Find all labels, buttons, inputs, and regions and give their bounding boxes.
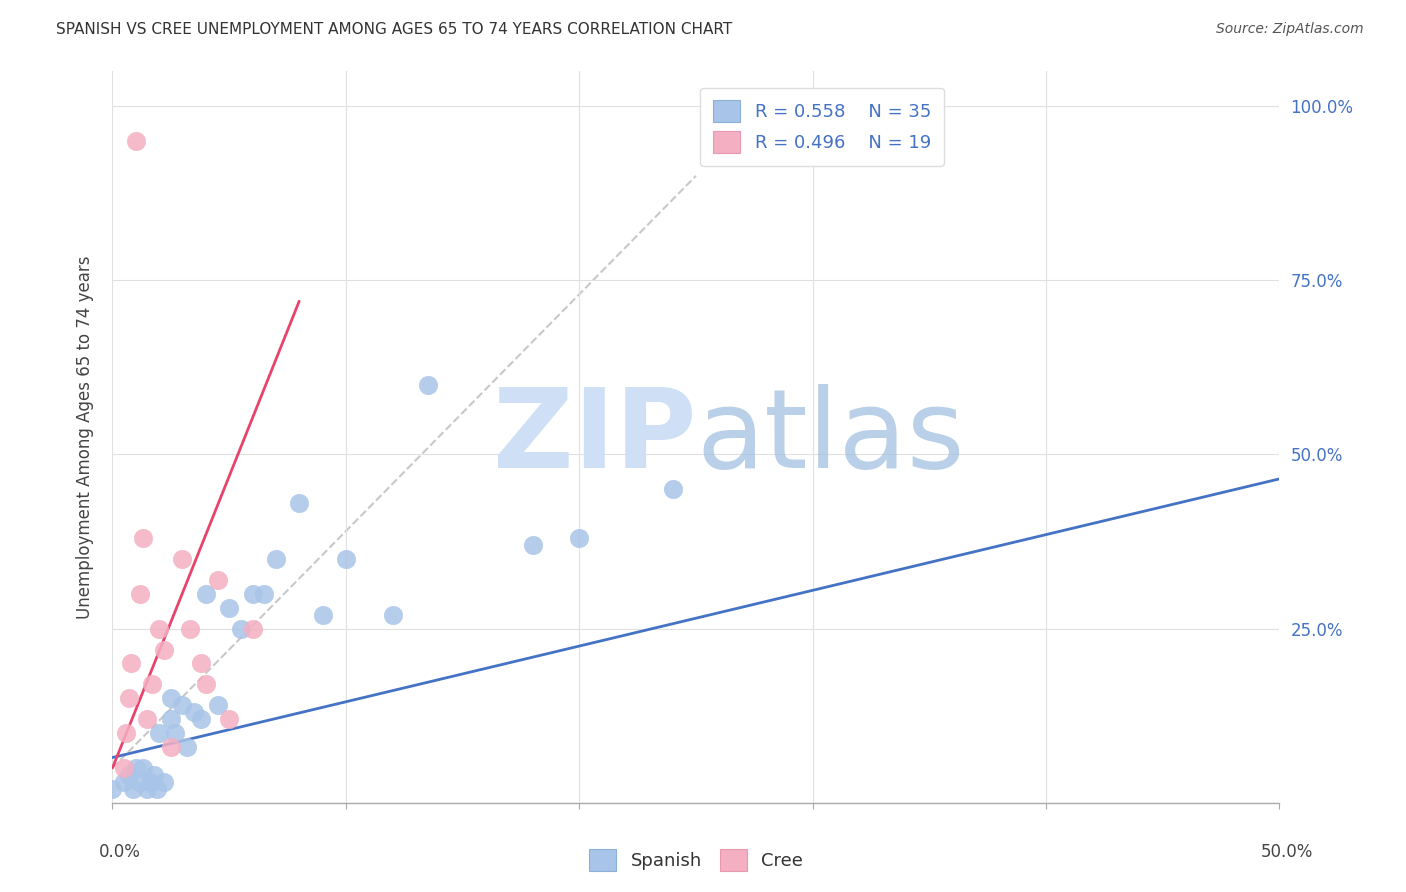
Text: Source: ZipAtlas.com: Source: ZipAtlas.com	[1216, 22, 1364, 37]
Point	[229, 622, 252, 636]
Point	[207, 573, 229, 587]
Text: 50.0%: 50.0%	[1260, 843, 1313, 861]
Point	[132, 531, 155, 545]
Text: 0.0%: 0.0%	[98, 843, 141, 861]
Point	[242, 587, 264, 601]
Point	[115, 726, 138, 740]
Point	[160, 712, 183, 726]
Point	[160, 740, 183, 755]
Point	[136, 781, 159, 796]
Point	[153, 642, 176, 657]
Point	[143, 768, 166, 782]
Point	[311, 607, 333, 622]
Point	[125, 134, 148, 148]
Point	[148, 622, 170, 636]
Text: atlas: atlas	[696, 384, 965, 491]
Text: ZIP: ZIP	[492, 384, 696, 491]
Text: SPANISH VS CREE UNEMPLOYMENT AMONG AGES 65 TO 74 YEARS CORRELATION CHART: SPANISH VS CREE UNEMPLOYMENT AMONG AGES …	[56, 22, 733, 37]
Point	[129, 775, 152, 789]
Point	[153, 775, 176, 789]
Point	[218, 600, 240, 615]
Point	[190, 657, 212, 671]
Point	[172, 552, 194, 566]
Point	[136, 712, 159, 726]
Point	[194, 587, 217, 601]
Point	[122, 781, 145, 796]
Point	[416, 377, 439, 392]
Point	[172, 698, 194, 713]
Point	[101, 781, 124, 796]
Point	[132, 761, 155, 775]
Point	[264, 552, 287, 566]
Point	[335, 552, 357, 566]
Point	[118, 691, 141, 706]
Point	[160, 691, 183, 706]
Point	[218, 712, 240, 726]
Point	[176, 740, 198, 755]
Point	[190, 712, 212, 726]
Point	[183, 705, 205, 719]
Point	[141, 677, 163, 691]
Point	[288, 496, 311, 510]
Point	[139, 775, 162, 789]
Point	[179, 622, 201, 636]
Y-axis label: Unemployment Among Ages 65 to 74 years: Unemployment Among Ages 65 to 74 years	[76, 255, 94, 619]
Point	[118, 768, 141, 782]
Point	[129, 587, 152, 601]
Point	[120, 657, 142, 671]
Point	[165, 726, 187, 740]
Point	[148, 726, 170, 740]
Point	[568, 531, 591, 545]
Point	[253, 587, 276, 601]
Point	[522, 538, 544, 552]
Point	[194, 677, 217, 691]
Point	[381, 607, 404, 622]
Point	[112, 775, 135, 789]
Legend: Spanish, Cree: Spanish, Cree	[582, 841, 810, 878]
Point	[661, 483, 683, 497]
Point	[242, 622, 264, 636]
Point	[112, 761, 135, 775]
Point	[146, 781, 169, 796]
Point	[125, 761, 148, 775]
Point	[207, 698, 229, 713]
